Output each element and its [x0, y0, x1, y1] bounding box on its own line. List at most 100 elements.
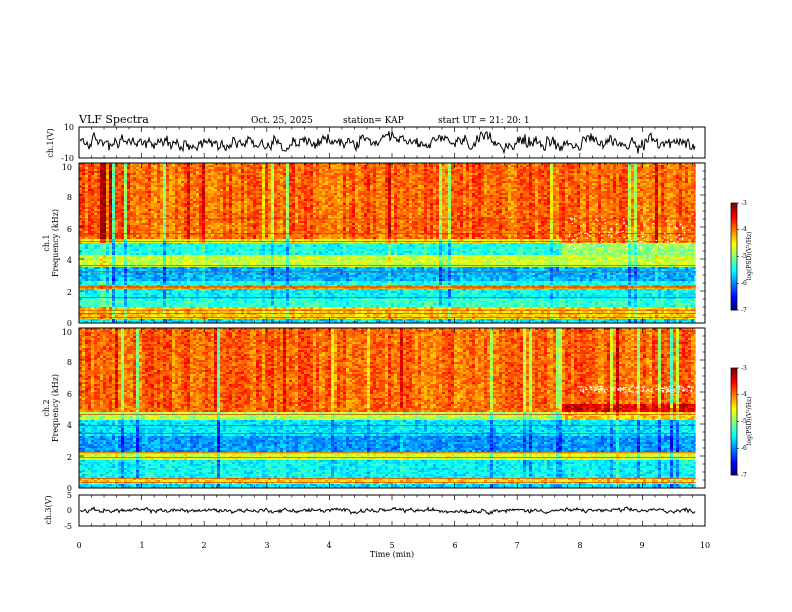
ch1-spectrogram-cell: [223, 171, 226, 173]
ch1-spectrogram-cell: [568, 167, 571, 169]
ch1-spectrogram-cell: [358, 173, 361, 175]
ch1-spectrogram-cell: [133, 165, 136, 167]
ch1-spectrogram-cell: [430, 173, 433, 175]
ch1-spectrogram-cell: [109, 167, 112, 169]
ch1-spectrogram-cell: [658, 173, 661, 175]
ch1-spectrogram-cell: [316, 175, 319, 177]
ch1-spectrogram-cell: [145, 169, 148, 171]
ch1-spectrogram-cell: [583, 165, 586, 167]
ch1-spectrogram-cell: [661, 171, 664, 173]
ch1-spectrogram-cell: [313, 175, 316, 177]
ch1-spectrogram-cell: [466, 171, 469, 173]
ch1-spectrogram-cell: [334, 173, 337, 175]
ch1-spectrogram-cell: [601, 171, 604, 173]
ch1-spectrogram-cell: [118, 171, 121, 173]
ch1-spectrogram-cell: [175, 167, 178, 169]
ch1-spectrogram-cell: [271, 171, 274, 173]
ch1-spectrogram-cell: [409, 167, 412, 169]
ch1-spectrogram-cell: [106, 175, 109, 177]
ch1-spectrogram-cell: [604, 173, 607, 175]
ch1-spectrogram-cell: [589, 169, 592, 171]
ch1-spectrogram-cell: [163, 171, 166, 173]
ch1-spectrogram-cell: [136, 173, 139, 175]
ch1-spectrogram-cell: [472, 165, 475, 167]
ch1-spectrogram-cell: [502, 167, 505, 169]
ch1-spectrogram-cell: [172, 171, 175, 173]
ch1-spectrogram-cell: [127, 165, 130, 167]
ch1-spectrogram-cell: [403, 169, 406, 171]
ch1-spectrogram-cell: [181, 167, 184, 169]
ch1-spectrogram-cell: [577, 173, 580, 175]
ch1-spectrogram-cell: [616, 167, 619, 169]
ch1-spectrogram-cell: [202, 167, 205, 169]
ch1-spectrogram-cell: [475, 167, 478, 169]
ch1-spectrogram-cell: [670, 173, 673, 175]
ch1-spectrogram-cell: [607, 169, 610, 171]
ch1-spectrogram-cell: [157, 173, 160, 175]
ch1-spectrogram-cell: [574, 169, 577, 171]
ch1-spectrogram-cell: [439, 167, 442, 169]
ch1-spectrogram-cell: [358, 171, 361, 173]
ch1-spectrogram-cell: [364, 169, 367, 171]
ch1-spectrogram-cell: [511, 173, 514, 175]
ch1-spectrogram-cell: [91, 175, 94, 177]
ch1-spectrogram-cell: [310, 165, 313, 167]
ch1-spectrogram-cell: [259, 175, 262, 177]
ch1-spectrogram-cell: [676, 169, 679, 171]
ch1-spectrogram-cell: [481, 169, 484, 171]
ch1-spectrogram-cell: [466, 173, 469, 175]
ch1-spectrogram-cell: [193, 175, 196, 177]
ch1-spectrogram-panel: 0 2 4 6 8 10 ch.1 Frequency (kHz) -3 -4 …: [42, 163, 753, 328]
ch1-spectrogram-cell: [124, 165, 127, 167]
ch1-spectrogram-cell: [256, 175, 259, 177]
ch1-spectrogram-cell: [439, 165, 442, 167]
ch1-spectrogram-cell: [163, 167, 166, 169]
ch1-spectrogram-cell: [562, 171, 565, 173]
ch1-spectrogram-cell: [313, 173, 316, 175]
ch1-spectrogram-cell: [598, 165, 601, 167]
ch1-spectrogram-cell: [493, 167, 496, 169]
ch1-spectrogram-cell: [463, 169, 466, 171]
ch1-spectrogram-cell: [280, 167, 283, 169]
ch1-spectrogram-cell: [193, 165, 196, 167]
ch1-spectrogram-cell: [187, 173, 190, 175]
ch1-spectrogram-cell: [250, 167, 253, 169]
ch1-spectrogram-cell: [430, 167, 433, 169]
ch1-spectrogram-cell: [553, 171, 556, 173]
ch1-spectrogram-cell: [664, 167, 667, 169]
ch1-spectrogram-cell: [478, 167, 481, 169]
ch1-spectrogram-cell: [556, 173, 559, 175]
ch1-spectrogram-cell: [217, 175, 220, 177]
ch1-spectrogram-cell: [691, 173, 694, 175]
ch1-spectrogram-cell: [622, 165, 625, 167]
ch1-spectrogram-cell: [361, 167, 364, 169]
ch1-spectrogram-cell: [574, 171, 577, 173]
ch1-spectrogram-cell: [487, 173, 490, 175]
ch1-spectrogram-cell: [523, 169, 526, 171]
ch1-spectrogram-cell: [118, 173, 121, 175]
ch1-spectrogram-cell: [136, 171, 139, 173]
ch1-spectrogram-cell: [541, 171, 544, 173]
ch1-spectrogram-cell: [160, 165, 163, 167]
ch1-spectrogram-cell: [307, 175, 310, 177]
ch1-spectrogram-cell: [418, 167, 421, 169]
ch1-spectrogram-cell: [166, 175, 169, 177]
ch1-spectrogram-cell: [172, 173, 175, 175]
ch1-spectrogram-cell: [229, 171, 232, 173]
ch1-spectrogram-cell: [250, 171, 253, 173]
ch1-spectrogram-cell: [121, 173, 124, 175]
ch1-spectrogram-cell: [451, 169, 454, 171]
ch1-spectrogram-cell: [94, 173, 97, 175]
ch1-spectrogram-cell: [580, 169, 583, 171]
ch1-spectrogram-cell: [415, 173, 418, 175]
ch1-spectrogram-cell: [436, 173, 439, 175]
ch1-spectrogram-cell: [325, 171, 328, 173]
ch1-spectrogram-cell: [226, 167, 229, 169]
ch1-spectrogram-cell: [454, 169, 457, 171]
ch1-spectrogram-cell: [625, 165, 628, 167]
ch1-spectrogram-cell: [424, 167, 427, 169]
ch1-spectrogram-cell: [601, 165, 604, 167]
ch1-spectrogram-cell: [226, 171, 229, 173]
ch1-spectrogram-cell: [637, 171, 640, 173]
ch1-spectrogram-cell: [616, 169, 619, 171]
